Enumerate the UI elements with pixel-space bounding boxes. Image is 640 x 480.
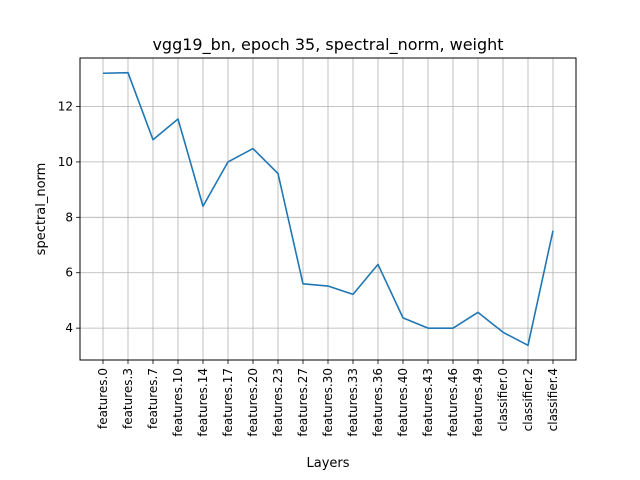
x-tick-label: features.27: [296, 368, 310, 437]
y-tick-label: 10: [58, 155, 73, 169]
x-axis-label: Layers: [306, 456, 349, 471]
x-tick-label: features.23: [271, 368, 285, 437]
x-tick-label: features.10: [171, 368, 185, 437]
y-axis: 4 6 8 10 12: [58, 99, 80, 335]
y-tick-label: 4: [65, 321, 73, 335]
grid: [80, 58, 576, 360]
x-tick-label: classifier.0: [496, 368, 510, 431]
series-layer: [102, 71, 554, 347]
x-tick-label: features.0: [96, 368, 110, 429]
y-axis-label: spectral_norm: [34, 163, 49, 256]
x-tick-label: features.30: [321, 368, 335, 437]
x-tick-label: features.14: [196, 368, 210, 437]
x-tick-label: classifier.2: [521, 368, 535, 431]
chart-title: vgg19_bn, epoch 35, spectral_norm, weigh…: [152, 35, 503, 55]
x-tick-label: features.20: [246, 368, 260, 437]
x-tick-label: features.3: [121, 368, 135, 429]
x-tick-label: features.40: [396, 368, 410, 437]
x-tick-label: features.43: [421, 368, 435, 437]
x-tick-label: features.49: [471, 368, 485, 437]
x-tick-label: features.33: [346, 368, 360, 437]
x-tick-label: classifier.4: [546, 368, 560, 431]
series-line: [102, 71, 554, 347]
x-tick-label: features.7: [146, 368, 160, 429]
x-tick-label: features.17: [221, 368, 235, 437]
x-tick-label: features.46: [446, 368, 460, 437]
x-tick-label: features.36: [371, 368, 385, 437]
y-tick-label: 6: [65, 266, 73, 280]
y-tick-label: 12: [58, 99, 73, 113]
x-axis: features.0 features.3 features.7 features.1…: [96, 360, 560, 437]
y-tick-label: 8: [65, 210, 73, 224]
